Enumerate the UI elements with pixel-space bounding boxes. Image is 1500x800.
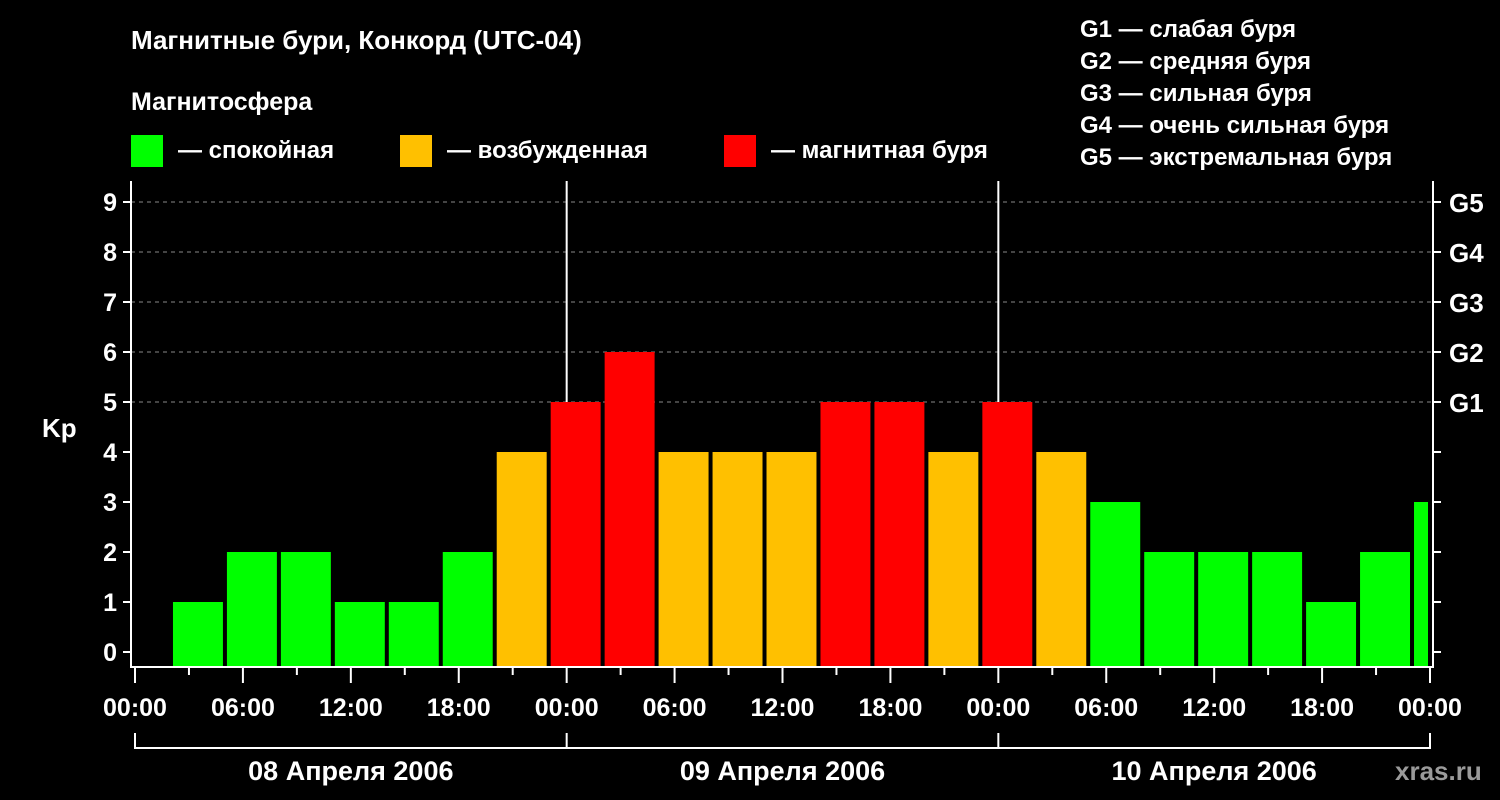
y-tick-label: 8 — [103, 239, 117, 267]
x-tick-label: 12:00 — [1182, 694, 1246, 722]
bar — [388, 602, 439, 667]
bar — [172, 602, 223, 667]
g-scale-item: G1 — слабая буря — [1080, 16, 1296, 43]
x-tick-label: 00:00 — [103, 694, 167, 722]
x-tick-label: 06:00 — [643, 694, 707, 722]
g-tick-label: G3 — [1449, 288, 1484, 318]
x-tick-label: 18:00 — [858, 694, 922, 722]
legend-swatch — [400, 135, 432, 167]
x-tick-label: 18:00 — [1290, 694, 1354, 722]
legend-label: — магнитная буря — [771, 137, 988, 164]
x-tick-label: 06:00 — [211, 694, 275, 722]
bar — [1414, 502, 1428, 667]
y-tick-label: 7 — [103, 289, 117, 317]
bar — [604, 352, 655, 667]
legend-title: Магнитосфера — [131, 88, 313, 116]
bar — [280, 552, 331, 667]
y-tick-label: 9 — [103, 189, 117, 217]
x-tick-label: 00:00 — [1398, 694, 1462, 722]
y-tick-label: 5 — [103, 389, 117, 417]
bar — [1360, 552, 1411, 667]
g-scale-item: G3 — сильная буря — [1080, 80, 1312, 107]
x-tick-label: 12:00 — [319, 694, 383, 722]
bar — [334, 602, 385, 667]
bar — [982, 402, 1033, 667]
bar — [1198, 552, 1249, 667]
y-tick-label: 4 — [103, 439, 117, 467]
g-scale-item: G2 — средняя буря — [1080, 48, 1311, 75]
date-label: 09 Апреля 2006 — [680, 756, 885, 786]
legend-label: — возбужденная — [447, 137, 648, 164]
bar — [1144, 552, 1195, 667]
legend-label: — спокойная — [178, 137, 334, 164]
date-label: 10 Апреля 2006 — [1112, 756, 1317, 786]
bar — [928, 452, 979, 667]
axes: 0 1 2 3 4 5 6 7 8 9 G1 G2 G3 G4 G5 00:00 06:00 12:00 18:00… — [103, 181, 1484, 786]
y-tick-label: 3 — [103, 489, 117, 517]
bar — [766, 452, 817, 667]
y-tick-label: 0 — [103, 639, 117, 667]
g-tick-label: G1 — [1449, 388, 1484, 418]
g-scale-legend: G1 — слабая буря G2 — средняя буря G3 — си… — [1080, 16, 1392, 171]
x-tick-label: 00:00 — [966, 694, 1030, 722]
bar — [1306, 602, 1357, 667]
g-tick-label: G2 — [1449, 338, 1484, 368]
bar — [550, 402, 601, 667]
bar — [442, 552, 493, 667]
legend-swatch — [724, 135, 756, 167]
g-tick-label: G4 — [1449, 238, 1484, 268]
bar — [1036, 452, 1087, 667]
x-tick-label: 06:00 — [1074, 694, 1138, 722]
bar — [226, 552, 277, 667]
y-axis-label: Kp — [42, 413, 77, 443]
bar — [820, 402, 871, 667]
y-tick-label: 2 — [103, 539, 117, 567]
g-tick-label: G5 — [1449, 188, 1484, 218]
chart-title: Магнитные бури, Конкорд (UTC-04) — [131, 25, 582, 55]
legend-swatch — [131, 135, 163, 167]
bar — [658, 452, 709, 667]
bar — [712, 452, 763, 667]
g-scale-item: G5 — экстремальная буря — [1080, 144, 1392, 171]
bar — [874, 402, 925, 667]
date-label: 08 Апреля 2006 — [248, 756, 453, 786]
g-scale-item: G4 — очень сильная буря — [1080, 112, 1389, 139]
bars — [172, 352, 1428, 667]
y-tick-label: 1 — [103, 589, 117, 617]
watermark: xras.ru — [1395, 756, 1482, 786]
bar — [1090, 502, 1141, 667]
y-tick-label: 6 — [103, 339, 117, 367]
x-tick-label: 18:00 — [427, 694, 491, 722]
legend: — спокойная — возбужденная — магнитная бур… — [131, 135, 988, 167]
x-tick-label: 12:00 — [751, 694, 815, 722]
x-tick-label: 00:00 — [535, 694, 599, 722]
bar — [496, 452, 547, 667]
bar — [1252, 552, 1303, 667]
